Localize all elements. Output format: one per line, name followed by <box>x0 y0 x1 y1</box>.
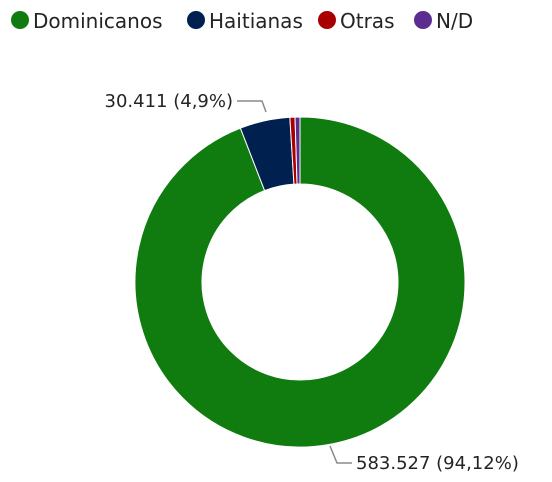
data-label-haitianas: 30.411 (4,9%) <box>105 91 233 112</box>
legend-marker-otras[interactable] <box>318 11 336 29</box>
slice-n-d[interactable] <box>294 116 301 185</box>
legend: Dominicanos Haitianas Otras N/D <box>11 9 473 33</box>
legend-marker-dominicanos[interactable] <box>11 11 29 29</box>
legend-marker-haitianas[interactable] <box>187 11 205 29</box>
donut-slices <box>134 116 466 448</box>
legend-label-dominicanos[interactable]: Dominicanos <box>33 9 163 33</box>
legend-label-haitianas[interactable]: Haitianas <box>209 9 303 33</box>
slice-dominicanos[interactable] <box>134 116 466 448</box>
legend-label-otras[interactable]: Otras <box>340 9 394 33</box>
leader-line-haitianas <box>237 100 267 113</box>
data-labels: 30.411 (4,9%) 583.527 (94,12%) <box>105 91 519 474</box>
leader-line-dominicanos <box>329 445 352 464</box>
legend-label-nd[interactable]: N/D <box>436 9 473 33</box>
data-label-dominicanos: 583.527 (94,12%) <box>356 453 519 474</box>
legend-marker-nd[interactable] <box>414 11 432 29</box>
